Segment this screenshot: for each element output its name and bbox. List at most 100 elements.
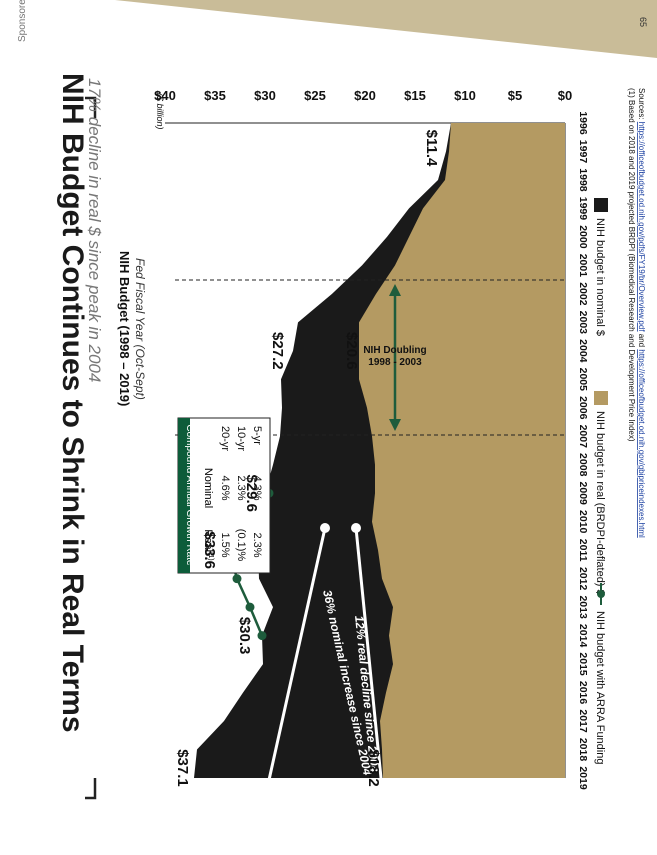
real-arrow-start-dot [351,523,361,533]
cagr-col-real-sup: (1) [207,552,214,561]
real-arrow-line [354,527,385,799]
legend-arra-swatch-dot [597,590,605,598]
chart-subtitle: Fed Fiscal Year (Oct-Sept) [133,258,147,400]
data-label: $18.2 [365,749,382,787]
x-tick-label: 2018 [577,738,589,762]
cagr-row-real: (0.1)% [235,529,247,562]
cagr-row-nominal: 4.6% [219,475,231,500]
x-tick-label: 2000 [577,225,589,249]
legend-real-swatch [594,391,608,405]
legend-nominal-swatch [594,198,608,212]
y-tick-label: $0 [558,88,572,103]
x-tick-label: 2016 [577,681,589,705]
legend: NIH budget in nominal $ NIH budget in re… [594,198,608,764]
nominal-arrow-start-dot [320,523,330,533]
x-tick-label: 1996 [577,111,589,135]
rotated-slide: NIH Budget Continues to Shrink in Real T… [56,73,646,806]
slide-subtitle: 17% decline in real $ since peak in 2004 [85,78,104,382]
data-label: $11.4 [423,130,440,167]
real-area [359,123,565,778]
x-tick-label: 2008 [577,453,589,477]
nominal-arrow-head [259,788,274,806]
bracket-top-left [85,96,97,118]
data-label: $27.2 [269,332,286,370]
doubling-arrow-left-head [389,284,401,296]
y-tick-label: $20 [354,88,376,103]
x-tick-label: 2019 [577,766,589,790]
corner-accent-shape [115,0,657,58]
data-label: $20.6 [343,332,360,370]
y-tick-label: $15 [404,88,426,103]
x-tick-label: 2007 [577,425,589,449]
legend-nominal-label: NIH budget in nominal $ [594,218,606,336]
sources-label: Sources: [637,88,646,122]
data-label: $37.1 [174,749,191,787]
section-label: Sponsored Projects [17,0,28,42]
slide-title: NIH Budget Continues to Shrink in Real T… [56,73,89,733]
y-tick-label: $5 [508,88,522,103]
doubling-annotation: NIH Doubling 1998 - 2003 [363,284,427,431]
x-tick-label: 2017 [577,709,589,733]
y-axis-label: ($ billion) [155,93,165,130]
data-label: $33.6 [201,531,218,569]
x-tick-label: 1999 [577,197,589,221]
data-labels: $11.4 $27.2 $20.6 $29.6 $33.6 $30.3 $37.1 $18.2 [174,130,440,787]
legend-real-label: NIH budget in real (BRDPI-deflated) $ [594,411,606,596]
y-tick-label: $25 [304,88,326,103]
x-tick-label: 2003 [577,311,589,335]
y-tick-label: $35 [204,88,226,103]
cagr-row-nominal: 4.3% [251,475,263,500]
doubling-label-line1: NIH Doubling [363,345,426,356]
x-ticks: 1996 1997 1998 1999 2000 2001 2002 2003 2004 2005… [577,111,589,790]
x-tick-label: 2009 [577,482,589,506]
source-link-2[interactable]: https://officeofbudget.od.nih.gov/gbipri… [637,349,646,538]
sources-and: and [637,332,646,350]
cagr-row-real: 2.3% [251,532,263,557]
source-link-1[interactable]: https://officeofbudget.od.nih.gov/pdfs/F… [637,122,646,333]
doubling-label-line2: 1998 - 2003 [368,357,422,368]
x-tick-label: 2005 [577,368,589,392]
x-tick-label: 2001 [577,254,589,278]
cagr-row-period: 5-yr [251,426,263,445]
x-tick-label: 1998 [577,168,589,192]
page-number: 65 [638,17,648,27]
cagr-row-real: 1.5% [219,532,231,557]
y-tick-label: $30 [254,88,276,103]
nominal-arrow-line [263,527,327,799]
data-label: $29.6 [243,474,260,512]
legend-arra-label: NIH budget with ARRA Funding [594,611,606,764]
footnote-sources: Sources: https://officeofbudget.od.nih.g… [637,88,646,538]
bracket-top-right [85,778,97,800]
cagr-table: Compound Annual Growth Rate Nominal Real… [177,417,271,574]
x-tick-label: 2006 [577,396,589,420]
x-tick-label: 2013 [577,595,589,619]
real-arrow-head [376,792,391,806]
cagr-row-period: 10-yr [235,426,247,451]
chart-title: NIH Budget (1998 – 2019) [117,251,132,406]
cagr-row-period: 20-yr [219,426,231,451]
cagr-col-nominal: Nominal [202,468,214,508]
data-label: $30.3 [236,617,253,655]
cagr-table-title: Compound Annual Growth Rate [184,424,195,566]
x-tick-label: 2011 [577,539,589,562]
y-ticks: $0 $5 $10 $15 $20 $25 $30 $35 $40 [154,88,572,103]
x-tick-label: 2014 [577,624,589,648]
y-tick-label: $40 [154,88,176,103]
doubling-arrow-right-head [389,419,401,431]
cagr-table-header-bg [178,418,190,573]
x-tick-label: 2002 [577,282,589,306]
cagr-rows: 20-yr 4.6% 1.5% 10-yr 2.3% (0.1)% 5-yr 4.3% 2.3% [219,426,263,561]
x-tick-label: 2004 [577,339,589,363]
x-tick-label: 2012 [577,567,589,591]
x-tick-label: 2015 [577,652,589,676]
x-tick-label: 1997 [577,140,589,164]
cagr-col-real-label: Real [202,529,214,552]
arra-point [232,574,242,584]
plot-area [165,122,566,778]
y-tick-label: $10 [454,88,476,103]
arra-point [257,631,267,641]
cagr-row-nominal: 2.3% [235,475,247,500]
cagr-col-real: Real(1) [202,529,214,560]
